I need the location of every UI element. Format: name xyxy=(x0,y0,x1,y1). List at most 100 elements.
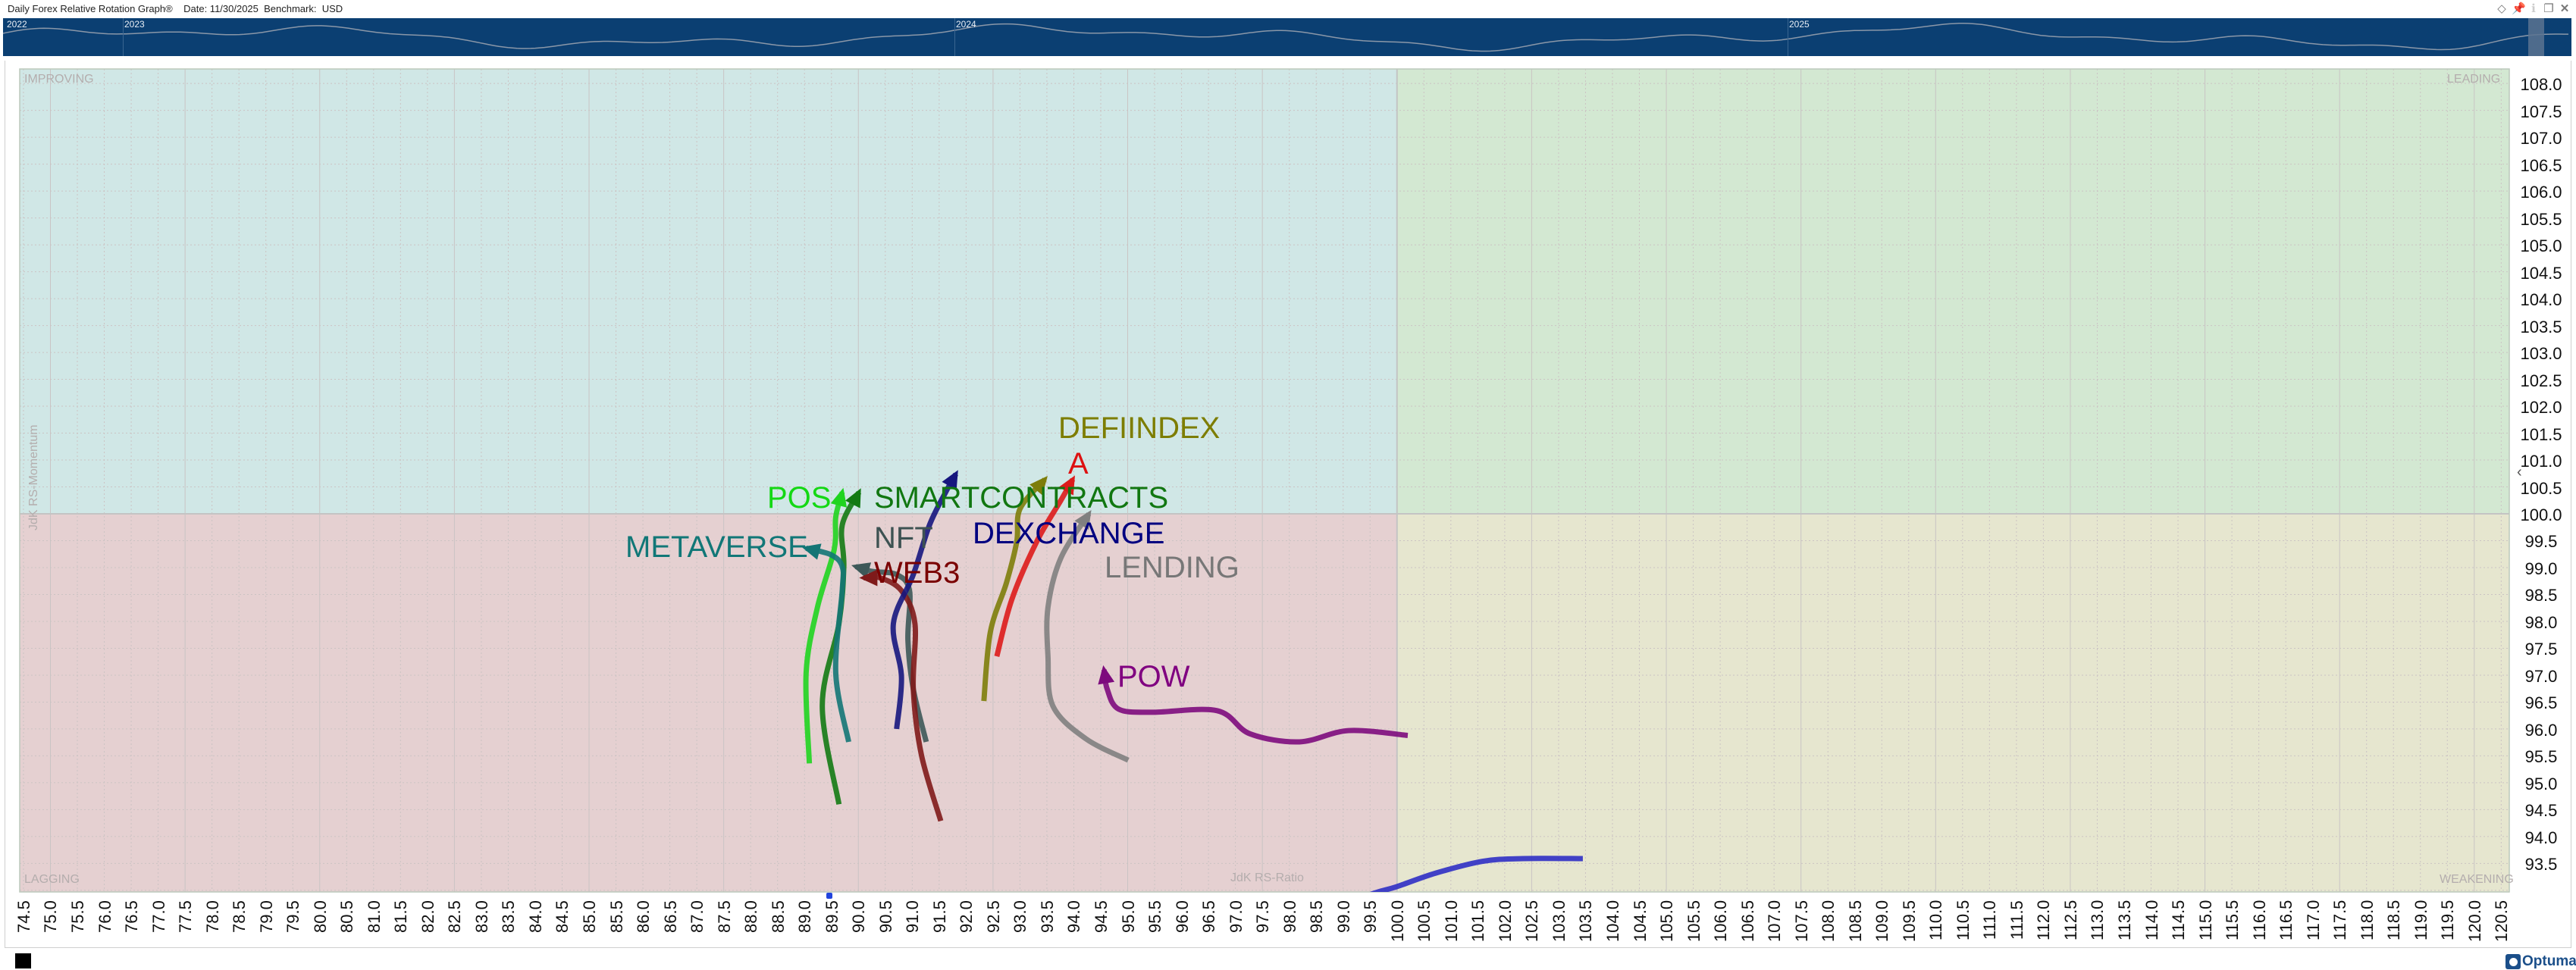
x-tick-label: 98.0 xyxy=(1280,900,1299,933)
navigator-price-line xyxy=(3,23,2568,52)
x-tick-label: 107.0 xyxy=(1765,900,1785,942)
restore-icon[interactable]: ❐ xyxy=(2543,2,2554,15)
x-tick-label: 99.5 xyxy=(1361,900,1380,933)
y-tick-label: 108.0 xyxy=(2520,75,2562,95)
logo-text: Optuma xyxy=(2522,953,2576,969)
plot-border xyxy=(19,68,2510,893)
collapse-panel-chevron-icon[interactable]: ‹ xyxy=(2517,464,2522,480)
x-tick-label: 83.5 xyxy=(499,900,519,933)
arrowhead-defiindex xyxy=(1029,475,1048,496)
x-tick-label: 90.5 xyxy=(876,900,895,933)
x-tick-label: 88.5 xyxy=(768,900,788,933)
x-tick-label: 74.5 xyxy=(14,900,33,933)
x-tick-label: 75.0 xyxy=(41,900,61,933)
x-tick-label: 81.0 xyxy=(364,900,384,933)
arrowhead-web3 xyxy=(859,569,878,587)
x-tick-label: 104.5 xyxy=(1630,900,1650,942)
x-tick-label: 102.5 xyxy=(1522,900,1542,942)
y-tick-label: 98.5 xyxy=(2524,586,2558,605)
y-tick-label: 107.5 xyxy=(2520,102,2562,121)
x-tick-label: 94.5 xyxy=(1092,900,1111,933)
y-tick-label: 100.5 xyxy=(2520,478,2562,498)
y-tick-label: 103.0 xyxy=(2520,344,2562,364)
quadrant-lagging xyxy=(20,514,1397,892)
x-tick-label: 96.0 xyxy=(1172,900,1192,933)
x-tick-label: 101.5 xyxy=(1468,900,1488,942)
x-tick-label: 77.0 xyxy=(149,900,168,933)
arrowhead-metaverse xyxy=(801,543,822,560)
optuma-logo: Optuma xyxy=(2505,953,2576,969)
arrowhead-smartcontracts xyxy=(845,488,861,508)
year-label: 2023 xyxy=(124,19,145,30)
series-label-pow: POW xyxy=(1117,660,1190,693)
x-tick-label: 96.5 xyxy=(1199,900,1219,933)
navigator-range-handle[interactable] xyxy=(2528,18,2544,56)
x-tick-label: 113.0 xyxy=(2088,900,2107,940)
y-tick-label: 99.0 xyxy=(2524,559,2558,578)
arrowhead-lending xyxy=(1074,509,1092,530)
arrowhead-nft xyxy=(851,562,872,579)
x-tick-label: 82.0 xyxy=(418,900,437,933)
title-bar: Daily Forex Relative Rotation Graph® Dat… xyxy=(0,0,2576,18)
close-icon[interactable]: ✕ xyxy=(2559,2,2570,15)
chart-title: Daily Forex Relative Rotation Graph® Dat… xyxy=(8,3,343,14)
y-tick-label: 101.0 xyxy=(2520,452,2562,471)
x-tick-label: 106.5 xyxy=(1738,900,1757,942)
diamond-icon[interactable]: ◇ xyxy=(2497,2,2506,15)
x-tick-label: 78.0 xyxy=(202,900,222,933)
y-tick-label: 96.5 xyxy=(2524,693,2558,713)
date-navigator[interactable]: 2022 2023 2024 2025 xyxy=(3,18,2571,56)
x-tick-label: 118.0 xyxy=(2357,900,2377,940)
y-tick-label: 99.5 xyxy=(2524,532,2558,552)
x-tick-label: 103.0 xyxy=(1549,900,1568,942)
x-tick-label: 85.0 xyxy=(580,900,599,933)
x-tick-label: 109.5 xyxy=(1899,900,1919,942)
crosshair-tool-button[interactable] xyxy=(15,953,31,968)
x-tick-label: 110.5 xyxy=(1953,900,1973,940)
y-axis-title: JdK RS-Momentum xyxy=(27,424,40,530)
quadrant-label-lagging: LAGGING xyxy=(24,873,80,886)
tail-dexchange xyxy=(890,472,958,730)
x-tick-label: 108.5 xyxy=(1845,900,1865,942)
series-label-dexchange: DEXCHANGE xyxy=(973,517,1164,550)
x-tick-label: 75.5 xyxy=(68,900,88,933)
x-tick-label: 92.0 xyxy=(957,900,976,933)
x-tick-label: 88.0 xyxy=(741,900,761,933)
chart-panel xyxy=(5,61,2571,948)
y-tick-label: 97.0 xyxy=(2524,666,2558,686)
quadrant-label-leading: LEADING xyxy=(2447,73,2501,86)
y-tick-label: 98.0 xyxy=(2524,612,2558,632)
x-tick-label: 77.5 xyxy=(176,900,196,933)
x-tick-label: 93.0 xyxy=(1011,900,1030,933)
x-tick-label: 81.5 xyxy=(391,900,411,933)
x-tick-label: 110.0 xyxy=(1926,900,1946,940)
year-divider xyxy=(123,18,124,56)
x-tick-label: 92.5 xyxy=(983,900,1003,933)
y-tick-label: 96.0 xyxy=(2524,720,2558,740)
tail-unlabeled xyxy=(1369,856,1583,892)
x-tick-label: 99.0 xyxy=(1333,900,1353,933)
pin-icon[interactable]: 📌 xyxy=(2512,2,2526,15)
quadrant-weakening xyxy=(1396,514,2509,892)
x-tick-label: 109.0 xyxy=(1872,900,1892,942)
tail-pow xyxy=(1101,669,1409,745)
x-tick-label: 94.0 xyxy=(1064,900,1084,933)
info-icon[interactable]: ℹ xyxy=(2531,2,2536,15)
series-label-web3: WEB3 xyxy=(874,556,960,590)
current-date-marker[interactable] xyxy=(826,893,832,899)
x-tick-label: 90.0 xyxy=(849,900,869,933)
x-tick-label: 84.5 xyxy=(553,900,572,933)
x-tick-label: 111.0 xyxy=(1980,900,2000,940)
tail-web3 xyxy=(863,574,944,822)
x-tick-label: 105.0 xyxy=(1657,900,1677,942)
series-label-metaverse: METAVERSE xyxy=(625,530,808,564)
x-tick-label: 87.5 xyxy=(714,900,734,933)
series-label-lending: LENDING xyxy=(1105,551,1239,584)
x-tick-label: 102.0 xyxy=(1495,900,1515,942)
y-tick-label: 106.5 xyxy=(2520,155,2562,175)
y-tick-label: 95.5 xyxy=(2524,747,2558,767)
x-tick-label: 83.0 xyxy=(472,900,491,933)
x-tick-label: 112.5 xyxy=(2060,900,2080,940)
x-tick-label: 95.5 xyxy=(1145,900,1165,933)
x-tick-label: 114.0 xyxy=(2142,900,2161,940)
